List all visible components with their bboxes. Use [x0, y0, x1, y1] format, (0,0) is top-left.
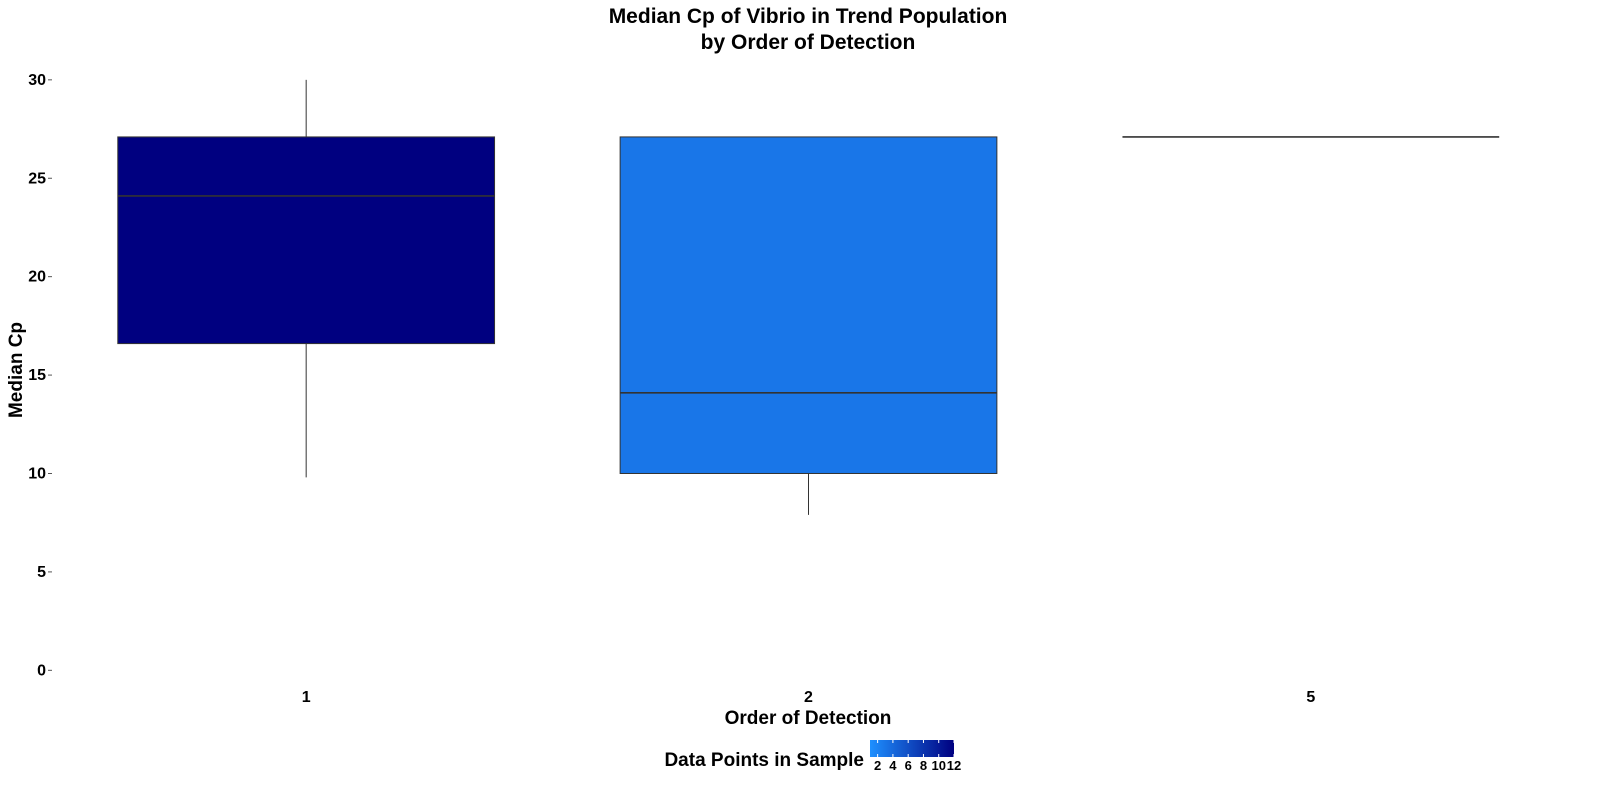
legend-tick-label: 12	[947, 758, 961, 773]
y-axis: 0 5 10 15 20 25 30	[28, 72, 52, 679]
legend-tick-label: 4	[889, 758, 897, 773]
legend-title: Data Points in Sample	[664, 750, 864, 771]
y-axis-title: Median Cp	[6, 322, 27, 418]
box-body	[619, 136, 998, 474]
legend-tick-label: 6	[905, 758, 912, 773]
y-tick-label: 30	[28, 72, 46, 89]
legend: Data Points in Sample 2 4 6 8 10 12	[664, 740, 961, 773]
legend-colorbar	[870, 740, 954, 757]
y-tick-label: 5	[37, 564, 46, 581]
plot-area	[117, 79, 1500, 515]
legend-tick-label: 8	[920, 758, 927, 773]
x-tick-label: 2	[804, 689, 813, 706]
y-tick-label: 20	[28, 269, 46, 286]
y-tick-label: 10	[28, 465, 46, 482]
x-tick-label: 5	[1306, 689, 1315, 706]
box-1	[117, 79, 496, 478]
y-tick-label: 25	[28, 170, 46, 187]
legend-tick-label: 10	[931, 758, 945, 773]
chart-title-line-1: Median Cp of Vibrio in Trend Population	[609, 5, 1008, 28]
chart-title-line-2: by Order of Detection	[701, 31, 916, 54]
y-tick-label: 15	[28, 367, 46, 384]
legend-tick-label: 2	[874, 758, 881, 773]
x-tick-label: 1	[302, 689, 311, 706]
box-body	[117, 136, 496, 345]
x-axis: 1 2 5	[302, 689, 1316, 706]
y-tick-label: 0	[37, 662, 46, 679]
x-axis-title: Order of Detection	[725, 708, 892, 729]
box-2	[619, 136, 998, 515]
